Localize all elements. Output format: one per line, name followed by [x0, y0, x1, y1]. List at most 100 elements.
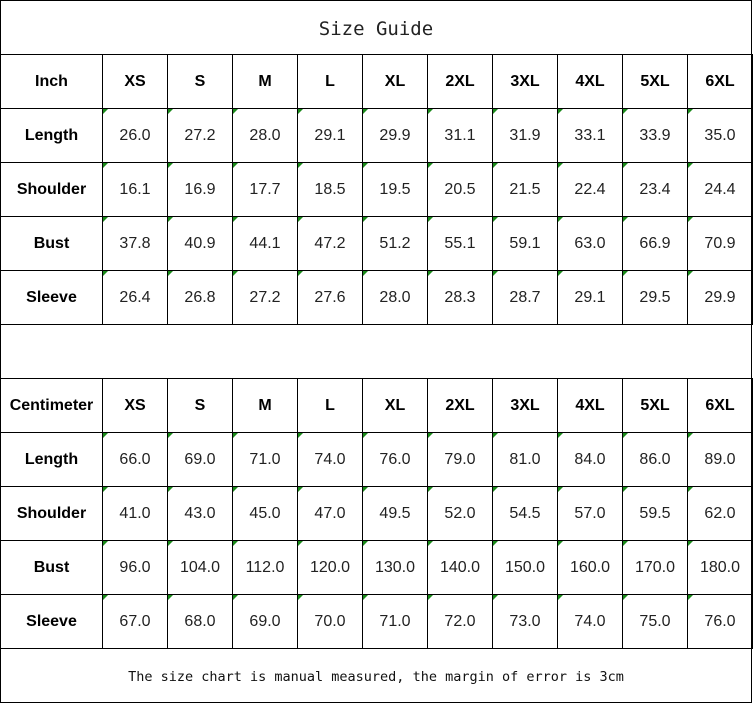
centimeter-size-table: Centimeter XS S M L XL 2XL 3XL 4XL 5XL 6XL Length 66…	[0, 378, 753, 649]
measurement-value: 67.0	[102, 594, 168, 649]
measurement-value: 18.5	[297, 162, 363, 217]
measurement-value: 81.0	[492, 432, 558, 487]
measurement-value: 23.4	[622, 162, 688, 217]
size-header: M	[232, 54, 298, 109]
size-header: 5XL	[622, 378, 688, 433]
measurement-value: 29.9	[362, 108, 428, 163]
measurement-value: 70.0	[297, 594, 363, 649]
measurement-value: 160.0	[557, 540, 623, 595]
measurement-value: 37.8	[102, 216, 168, 271]
measurement-value: 54.5	[492, 486, 558, 541]
measurement-value: 29.9	[687, 270, 753, 325]
size-header: 2XL	[427, 378, 493, 433]
measurement-value: 59.1	[492, 216, 558, 271]
measurement-value: 17.7	[232, 162, 298, 217]
size-header: XS	[102, 378, 168, 433]
size-header: 3XL	[492, 54, 558, 109]
table-row: Length 66.0 69.0 71.0 74.0 76.0 79.0 81.0 84.0 86…	[0, 432, 753, 487]
measurement-value: 31.1	[427, 108, 493, 163]
size-header: 6XL	[687, 54, 753, 109]
measurement-value: 29.1	[557, 270, 623, 325]
measurement-value: 27.6	[297, 270, 363, 325]
measurement-value: 69.0	[167, 432, 233, 487]
size-header: S	[167, 54, 233, 109]
size-header: 6XL	[687, 378, 753, 433]
table-spacer	[0, 324, 752, 378]
measurement-value: 44.1	[232, 216, 298, 271]
measurement-value: 150.0	[492, 540, 558, 595]
unit-label: Inch	[0, 54, 103, 109]
table-row: Bust 96.0 104.0 112.0 120.0 130.0 140.0 150.0 16…	[0, 540, 753, 595]
measurement-value: 29.5	[622, 270, 688, 325]
header-row: Inch XS S M L XL 2XL 3XL 4XL 5XL 6XL	[0, 54, 753, 109]
measurement-value: 72.0	[427, 594, 493, 649]
measurement-value: 63.0	[557, 216, 623, 271]
measurement-value: 22.4	[557, 162, 623, 217]
measurement-label: Sleeve	[0, 270, 103, 325]
page-title: Size Guide	[318, 18, 434, 40]
measurement-value: 52.0	[427, 486, 493, 541]
inch-size-table: Inch XS S M L XL 2XL 3XL 4XL 5XL 6XL Length 26.0 27.2…	[0, 54, 753, 325]
measurement-value: 89.0	[687, 432, 753, 487]
measurement-value: 28.7	[492, 270, 558, 325]
measurement-label: Shoulder	[0, 162, 103, 217]
unit-label: Centimeter	[0, 378, 103, 433]
size-header: 3XL	[492, 378, 558, 433]
measurement-value: 70.9	[687, 216, 753, 271]
size-header: XL	[362, 54, 428, 109]
measurement-value: 104.0	[167, 540, 233, 595]
measurement-value: 16.1	[102, 162, 168, 217]
table-row: Sleeve 67.0 68.0 69.0 70.0 71.0 72.0 73.0 74.0 75…	[0, 594, 753, 649]
measurement-value: 112.0	[232, 540, 298, 595]
measurement-value: 51.2	[362, 216, 428, 271]
measurement-value: 29.1	[297, 108, 363, 163]
size-header: 4XL	[557, 54, 623, 109]
measurement-value: 55.1	[427, 216, 493, 271]
measurement-value: 75.0	[622, 594, 688, 649]
measurement-value: 74.0	[557, 594, 623, 649]
measurement-value: 21.5	[492, 162, 558, 217]
measurement-value: 76.0	[362, 432, 428, 487]
size-header: L	[297, 378, 363, 433]
measurement-value: 57.0	[557, 486, 623, 541]
measurement-value: 79.0	[427, 432, 493, 487]
measurement-value: 26.8	[167, 270, 233, 325]
measurement-label: Bust	[0, 216, 103, 271]
measurement-value: 28.3	[427, 270, 493, 325]
header-row: Centimeter XS S M L XL 2XL 3XL 4XL 5XL 6XL	[0, 378, 753, 433]
measurement-value: 62.0	[687, 486, 753, 541]
table-row: Length 26.0 27.2 28.0 29.1 29.9 31.1 31.9 33.1 33…	[0, 108, 753, 163]
measurement-value: 26.4	[102, 270, 168, 325]
measurement-value: 45.0	[232, 486, 298, 541]
measurement-value: 41.0	[102, 486, 168, 541]
measurement-value: 73.0	[492, 594, 558, 649]
measurement-value: 40.9	[167, 216, 233, 271]
size-header: 2XL	[427, 54, 493, 109]
measurement-value: 84.0	[557, 432, 623, 487]
table-row: Bust 37.8 40.9 44.1 47.2 51.2 55.1 59.1 63.0 66.9…	[0, 216, 753, 271]
measurement-value: 19.5	[362, 162, 428, 217]
table-row: Sleeve 26.4 26.8 27.2 27.6 28.0 28.3 28.7 29.1 29…	[0, 270, 753, 325]
measurement-value: 28.0	[232, 108, 298, 163]
measurement-value: 31.9	[492, 108, 558, 163]
measurement-value: 96.0	[102, 540, 168, 595]
measurement-label: Length	[0, 432, 103, 487]
measurement-value: 27.2	[167, 108, 233, 163]
measurement-value: 66.0	[102, 432, 168, 487]
measurement-label: Sleeve	[0, 594, 103, 649]
measurement-value: 140.0	[427, 540, 493, 595]
measurement-value: 28.0	[362, 270, 428, 325]
measurement-label: Bust	[0, 540, 103, 595]
measurement-value: 35.0	[687, 108, 753, 163]
measurement-value: 86.0	[622, 432, 688, 487]
measurement-value: 47.2	[297, 216, 363, 271]
measurement-value: 74.0	[297, 432, 363, 487]
size-header: XS	[102, 54, 168, 109]
size-header: 4XL	[557, 378, 623, 433]
measurement-value: 71.0	[232, 432, 298, 487]
size-header: S	[167, 378, 233, 433]
measurement-value: 49.5	[362, 486, 428, 541]
measurement-value: 16.9	[167, 162, 233, 217]
measurement-value: 47.0	[297, 486, 363, 541]
